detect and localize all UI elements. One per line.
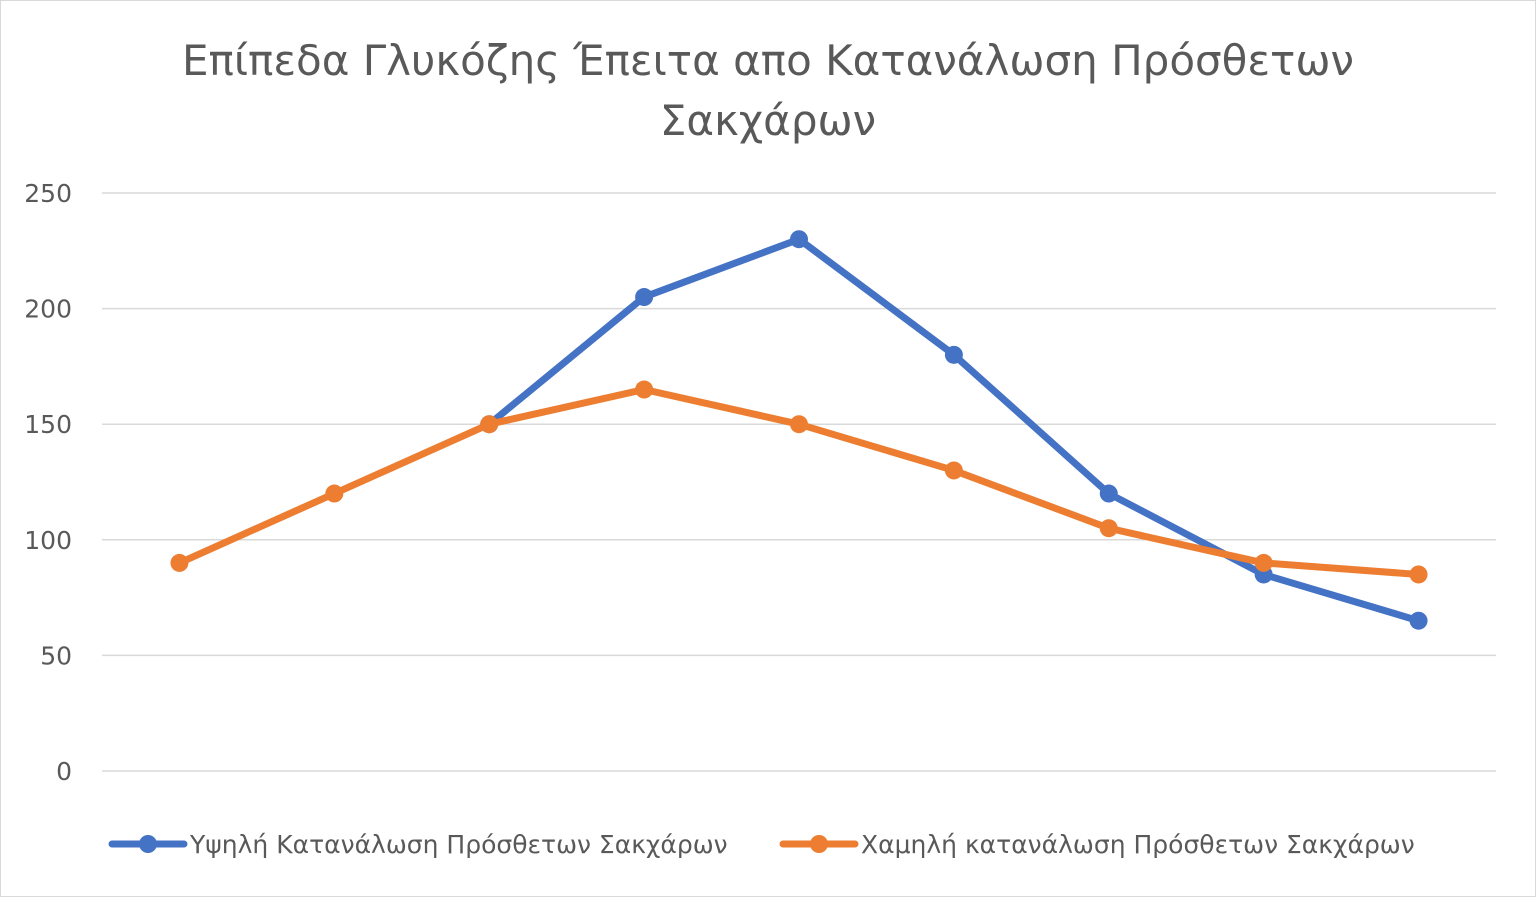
data-point: [480, 415, 499, 434]
legend-marker-icon: [139, 835, 157, 853]
y-axis-tick-labels: 0 50 100 150 200 250: [24, 179, 72, 786]
data-point: [1099, 484, 1118, 503]
chart-title-line-1: Επίπεδα Γλυκόζης Έπειτα απο Κατανάλωση Π…: [182, 36, 1354, 85]
data-point: [325, 484, 344, 503]
legend-marker-icon: [810, 835, 828, 853]
legend-item: Υψηλή Κατανάλωση Πρόσθετων Σακχάρων: [108, 830, 728, 859]
data-point: [1099, 519, 1118, 538]
data-point: [170, 553, 189, 572]
data-point: [944, 461, 963, 480]
data-point: [790, 230, 808, 249]
legend-label: Υψηλή Κατανάλωση Πρόσθετων Σακχάρων: [189, 830, 728, 859]
chart-title-line-2: Σακχάρων: [660, 96, 876, 145]
data-point: [1254, 553, 1273, 572]
legend-label: Χαμηλή κατανάλωση Πρόσθετων Σακχάρων: [861, 830, 1415, 859]
legend-item: Χαμηλή κατανάλωση Πρόσθετων Σακχάρων: [779, 830, 1415, 859]
y-tick-label: 100: [24, 526, 72, 555]
y-tick-label: 0: [56, 757, 72, 786]
y-tick-label: 250: [24, 179, 72, 208]
data-point: [635, 380, 654, 399]
legend: Υψηλή Κατανάλωση Πρόσθετων Σακχάρων Χαμηλ…: [108, 830, 1415, 859]
y-tick-label: 50: [40, 641, 72, 670]
data-point: [1409, 565, 1428, 584]
series-2: [170, 380, 1428, 584]
data-point: [944, 345, 963, 364]
data-point: [790, 415, 808, 434]
y-tick-label: 150: [24, 410, 72, 439]
gridlines: [102, 192, 1496, 772]
y-tick-label: 200: [24, 295, 72, 324]
chart-title: Επίπεδα Γλυκόζης Έπειτα απο Κατανάλωση Π…: [182, 36, 1354, 145]
data-point: [1409, 611, 1428, 630]
series-1: [480, 230, 1428, 630]
series-lines: [170, 230, 1428, 630]
data-point: [635, 288, 654, 307]
